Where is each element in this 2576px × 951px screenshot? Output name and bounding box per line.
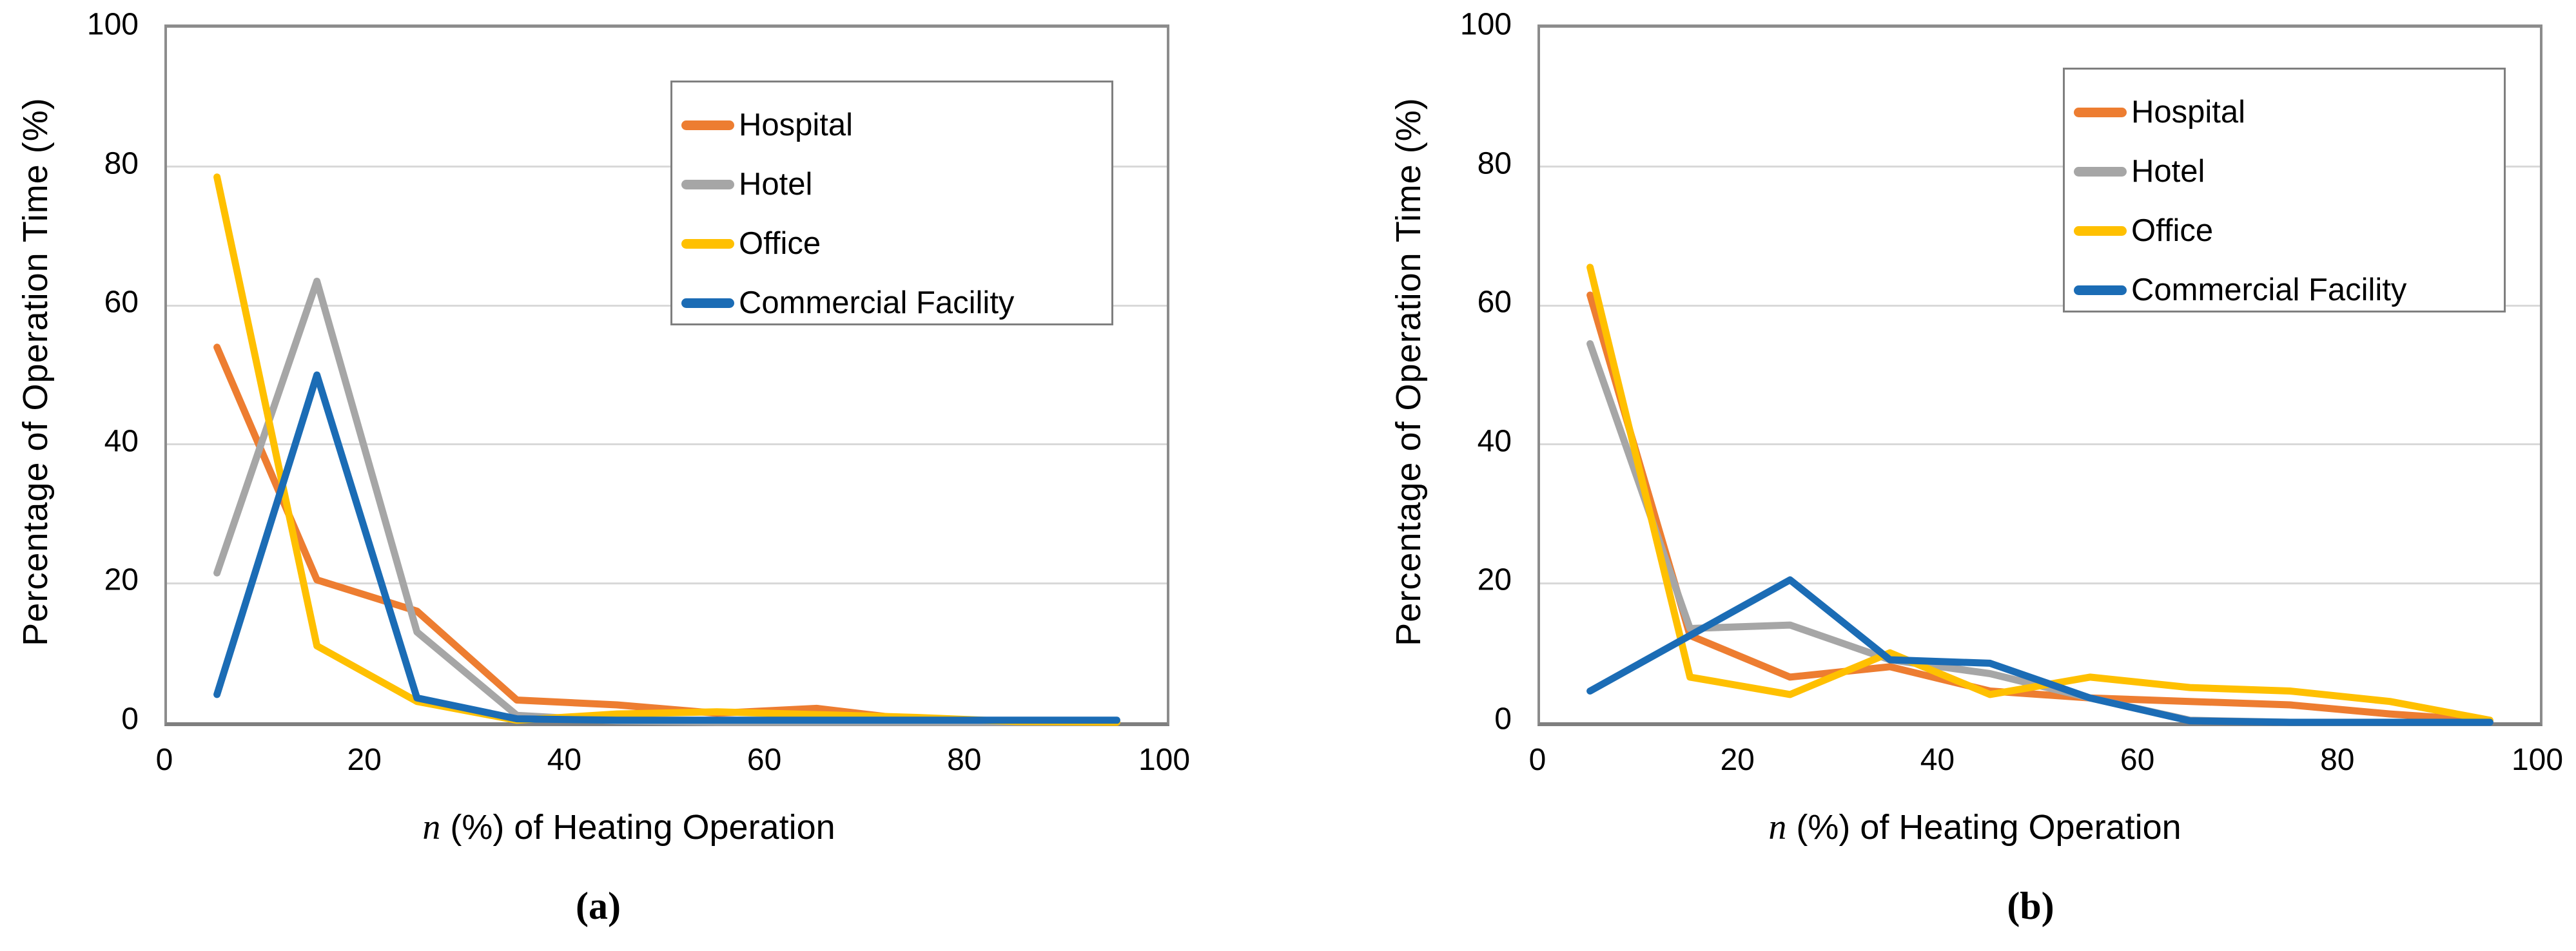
legend-row-hospital: Hospital xyxy=(2074,82,2504,142)
gridline-80 xyxy=(167,166,1167,168)
series-line-hospital xyxy=(1586,291,2493,725)
gridline-40 xyxy=(167,443,1167,446)
series-lines xyxy=(213,173,1120,726)
chart-panel-a: Percentage of Operation Time (%) 100 80 … xyxy=(0,0,1276,951)
x-tick: 20 xyxy=(1720,743,1755,777)
legend-label-hospital: Hospital xyxy=(2131,95,2246,130)
x-axis-title: n (%) of Heating Operation xyxy=(129,807,1129,848)
y-tick: 100 xyxy=(1459,7,1512,42)
legend-label-office: Office xyxy=(2131,213,2214,248)
legend-row-office: Office xyxy=(681,214,1111,273)
series-lines xyxy=(1586,264,2493,726)
y-tick: 80 xyxy=(104,146,139,181)
x-tick: 100 xyxy=(2511,743,2564,777)
legend-row-office: Office xyxy=(2074,201,2504,260)
legend-row-hotel: Hotel xyxy=(681,155,1111,214)
gridline-40 xyxy=(1540,443,2540,446)
y-tick: 100 xyxy=(86,7,139,42)
x-tick: 40 xyxy=(1920,743,1955,777)
legend: Hospital Hotel Office Commercial Facilit… xyxy=(670,81,1113,325)
series-line-hotel xyxy=(1586,340,2493,726)
y-tick: 80 xyxy=(1477,146,1512,181)
y-tick: 60 xyxy=(104,285,139,320)
x-axis-title-text: (%) of Heating Operation xyxy=(1786,808,2181,847)
series-line-commercial-facility xyxy=(213,371,1120,724)
legend-swatch-hospital xyxy=(681,120,734,130)
gridline-20 xyxy=(1540,582,2540,584)
legend-label-hotel: Hotel xyxy=(739,167,813,202)
legend-label-commercial-facility: Commercial Facility xyxy=(2131,273,2407,307)
x-axis-title: n (%) of Heating Operation xyxy=(1475,807,2475,848)
x-tick: 80 xyxy=(947,743,982,777)
chart-panel-b: Percentage of Operation Time (%) 100 80 … xyxy=(1300,0,2576,951)
legend-label-office: Office xyxy=(739,226,821,261)
legend-label-commercial-facility: Commercial Facility xyxy=(739,285,1015,320)
gridline-60 xyxy=(1540,304,2540,307)
x-axis-title-text: (%) of Heating Operation xyxy=(440,808,835,847)
legend-swatch-commercial-facility xyxy=(681,298,734,308)
legend-swatch-office xyxy=(681,238,734,249)
x-tick: 80 xyxy=(2320,743,2355,777)
legend-swatch-commercial-facility xyxy=(2074,285,2127,295)
x-axis-variable: n xyxy=(422,807,441,847)
y-axis-tick-labels: 100 80 60 40 20 0 xyxy=(0,8,139,736)
legend-row-commercial-facility: Commercial Facility xyxy=(681,273,1111,332)
legend-swatch-hospital xyxy=(2074,107,2127,117)
series-line-hotel xyxy=(213,278,1120,726)
y-axis-tick-labels: 100 80 60 40 20 0 xyxy=(1300,8,1512,736)
x-tick: 60 xyxy=(2120,743,2155,777)
legend-label-hotel: Hotel xyxy=(2131,154,2205,189)
y-tick: 60 xyxy=(1477,285,1512,320)
y-tick: 20 xyxy=(104,562,139,597)
legend-swatch-hotel xyxy=(2074,166,2127,177)
x-tick: 0 xyxy=(1528,743,1547,777)
y-tick: 20 xyxy=(1477,562,1512,597)
legend-row-hospital: Hospital xyxy=(681,95,1111,155)
gridline-80 xyxy=(1540,166,2540,168)
subfigure-caption-a: (a) xyxy=(576,885,621,927)
legend-row-commercial-facility: Commercial Facility xyxy=(2074,260,2504,320)
subfigure-caption-b: (b) xyxy=(2007,885,2054,927)
series-line-office xyxy=(1586,264,2493,724)
legend: Hospital Hotel Office Commercial Facilit… xyxy=(2063,68,2506,312)
y-tick: 40 xyxy=(1477,424,1512,459)
x-axis-variable: n xyxy=(1768,807,1787,847)
x-axis-tick-labels: 0 20 40 60 80 100 xyxy=(156,741,1190,780)
legend-label-hospital: Hospital xyxy=(739,108,854,142)
legend-swatch-office xyxy=(2074,226,2127,236)
x-axis-tick-labels: 0 20 40 60 80 100 xyxy=(1529,741,2563,780)
gridline-20 xyxy=(167,582,1167,584)
x-tick: 20 xyxy=(347,743,382,777)
x-tick: 0 xyxy=(155,743,173,777)
x-tick: 60 xyxy=(746,743,782,777)
series-line-commercial-facility xyxy=(1586,576,2493,726)
y-tick: 0 xyxy=(1494,702,1512,736)
x-tick: 40 xyxy=(547,743,582,777)
gridline-60 xyxy=(167,304,1167,307)
y-tick: 40 xyxy=(104,424,139,459)
y-tick: 0 xyxy=(121,702,139,736)
legend-row-hotel: Hotel xyxy=(2074,142,2504,201)
legend-swatch-hotel xyxy=(681,179,734,189)
x-tick: 100 xyxy=(1138,743,1191,777)
